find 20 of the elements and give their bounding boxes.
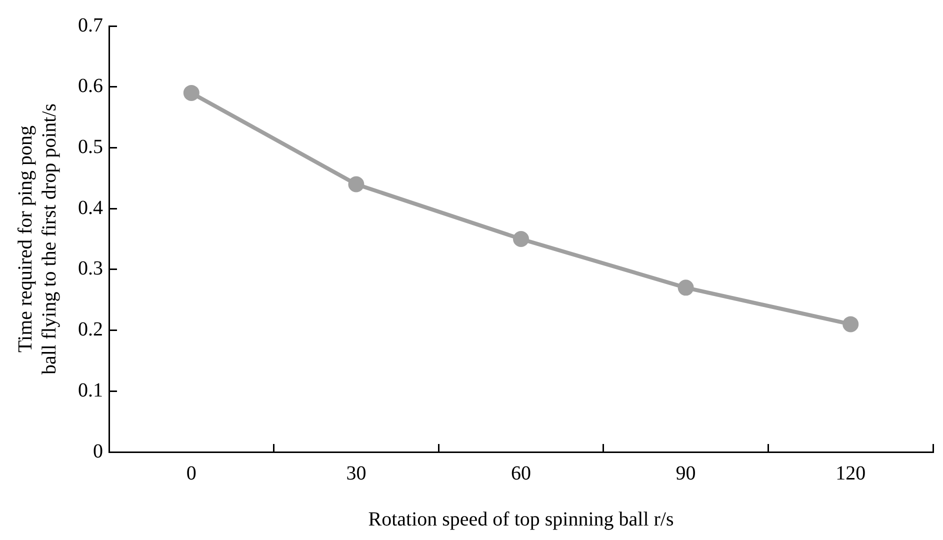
y-tick-label: 0.6	[78, 75, 103, 98]
x-tick-label: 30	[346, 462, 366, 484]
x-tick-label: 120	[836, 462, 866, 484]
y-tick-label: 0	[93, 440, 103, 462]
point	[348, 176, 364, 192]
y-tick-label: 0.3	[78, 258, 103, 280]
x-tick-label: 0	[186, 462, 196, 484]
x-axis-title: Rotation speed of top spinning ball r/s	[368, 508, 674, 530]
y-tick-label: 0.7	[78, 14, 103, 36]
point	[842, 316, 859, 332]
point	[513, 231, 529, 247]
x-tick-label: 60	[511, 462, 531, 484]
y-tick-label: 0.2	[78, 318, 103, 341]
point	[183, 84, 200, 101]
y-axis-title: Time required for ping pong ball flying to the first drop point/s	[14, 103, 60, 375]
point	[678, 280, 694, 296]
y-tick-label: 0.4	[78, 196, 103, 219]
x-tick-label: 90	[676, 462, 696, 484]
y-tick-label: 0.5	[78, 136, 103, 158]
y-tick-label: 0.1	[78, 379, 103, 402]
